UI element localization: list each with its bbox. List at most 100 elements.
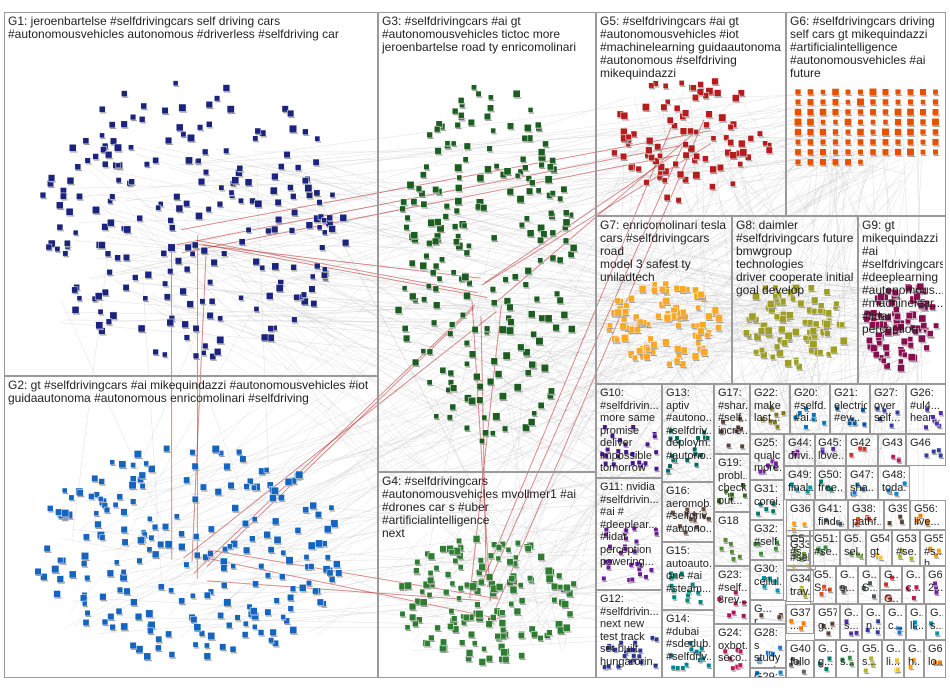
edge xyxy=(270,299,805,309)
edge xyxy=(128,301,211,493)
vertex-shadow xyxy=(529,112,535,114)
vertex-shadow xyxy=(539,155,547,157)
vertex-shadow xyxy=(163,286,169,288)
edge xyxy=(424,154,838,210)
vertex-shadow xyxy=(479,563,485,565)
vertex-shadow xyxy=(410,299,418,302)
vertex-shadow xyxy=(895,155,903,157)
vertex-shadow xyxy=(652,293,659,295)
edge xyxy=(271,321,636,515)
vertex-shadow xyxy=(567,596,575,598)
vertex-shadow xyxy=(877,305,883,307)
edge-highlight xyxy=(469,304,502,599)
vertex-shadow xyxy=(435,225,443,227)
edge xyxy=(162,272,266,556)
vertex-shadow xyxy=(103,167,110,169)
group-label: G1: jeroenbartelse #selfdrivingcars self… xyxy=(8,15,339,41)
vertex-shadow xyxy=(910,303,919,305)
vertex-shadow xyxy=(48,511,55,513)
group-g11: G11: nvidia #selfdrivin... #ai # #deeple… xyxy=(596,478,662,590)
vertex-shadow xyxy=(224,606,233,608)
edge xyxy=(560,120,848,558)
vertex xyxy=(507,318,515,326)
vertex xyxy=(663,194,671,201)
edge xyxy=(852,299,898,548)
vertex xyxy=(287,184,294,191)
group-g61: G... c... xyxy=(902,566,924,604)
vertex-shadow xyxy=(325,532,333,534)
vertex-shadow xyxy=(454,554,462,556)
vertex-shadow xyxy=(724,140,731,142)
vertex-shadow xyxy=(483,435,490,438)
vertex-shadow xyxy=(124,233,132,235)
edge xyxy=(142,273,163,593)
vertex-shadow xyxy=(665,200,672,202)
vertex-shadow xyxy=(719,121,727,123)
vertex-shadow xyxy=(538,262,544,265)
vertex-shadow xyxy=(46,250,53,252)
vertex-shadow xyxy=(794,364,800,366)
vertex-shadow xyxy=(716,330,723,332)
vertex-shadow xyxy=(139,478,147,480)
vertex xyxy=(466,280,473,287)
edge xyxy=(683,177,830,328)
edge-highlight xyxy=(191,256,207,562)
vertex-shadow xyxy=(457,559,465,561)
vertex-shadow xyxy=(457,543,463,545)
vertex-shadow xyxy=(44,551,52,553)
vertex-shadow xyxy=(133,280,140,282)
vertex-shadow xyxy=(110,464,116,466)
vertex-shadow xyxy=(525,131,533,133)
vertex-shadow xyxy=(808,95,815,97)
vertex-shadow xyxy=(793,291,801,294)
vertex-shadow xyxy=(399,589,407,592)
edge xyxy=(104,273,538,577)
vertex-shadow xyxy=(110,199,117,201)
vertex xyxy=(220,581,228,589)
vertex-shadow xyxy=(870,155,878,157)
vertex-shadow xyxy=(476,621,485,623)
edge xyxy=(506,263,532,613)
vertex-shadow xyxy=(870,328,877,330)
edge xyxy=(267,265,516,581)
vertex-shadow xyxy=(561,192,569,194)
vertex-shadow xyxy=(433,192,440,194)
vertex-shadow xyxy=(215,101,221,103)
vertex-shadow xyxy=(296,170,303,172)
vertex xyxy=(794,98,802,106)
vertex xyxy=(869,148,877,156)
vertex-shadow xyxy=(543,146,550,149)
vertex-shadow xyxy=(603,429,609,431)
edge xyxy=(761,185,843,353)
vertex-shadow xyxy=(121,574,128,576)
vertex-shadow xyxy=(456,249,464,251)
vertex-shadow xyxy=(485,172,493,174)
vertex-shadow xyxy=(497,550,503,552)
vertex xyxy=(693,129,699,135)
vertex xyxy=(882,148,889,156)
vertex-shadow xyxy=(82,566,89,568)
vertex-shadow xyxy=(413,626,420,628)
vertex xyxy=(47,174,56,182)
vertex-shadow xyxy=(710,172,718,175)
vertex xyxy=(410,198,418,206)
vertex-shadow xyxy=(286,564,295,566)
vertex-shadow xyxy=(222,588,229,590)
vertex-shadow xyxy=(631,456,636,458)
vertex-shadow xyxy=(203,154,210,156)
edge xyxy=(797,109,821,491)
group-label: G47: sha... xyxy=(850,469,875,494)
vertex-shadow xyxy=(528,580,534,583)
vertex-shadow xyxy=(165,299,172,302)
vertex-shadow xyxy=(733,101,741,103)
group-g40: G40: follo... xyxy=(786,640,814,678)
vertex-shadow xyxy=(246,185,254,187)
vertex-shadow xyxy=(309,549,317,551)
vertex xyxy=(794,88,802,96)
group-label: G... c... xyxy=(888,607,903,632)
edge xyxy=(133,354,694,521)
edge xyxy=(469,568,793,571)
vertex-shadow xyxy=(624,454,630,456)
vertex-shadow xyxy=(481,211,489,213)
